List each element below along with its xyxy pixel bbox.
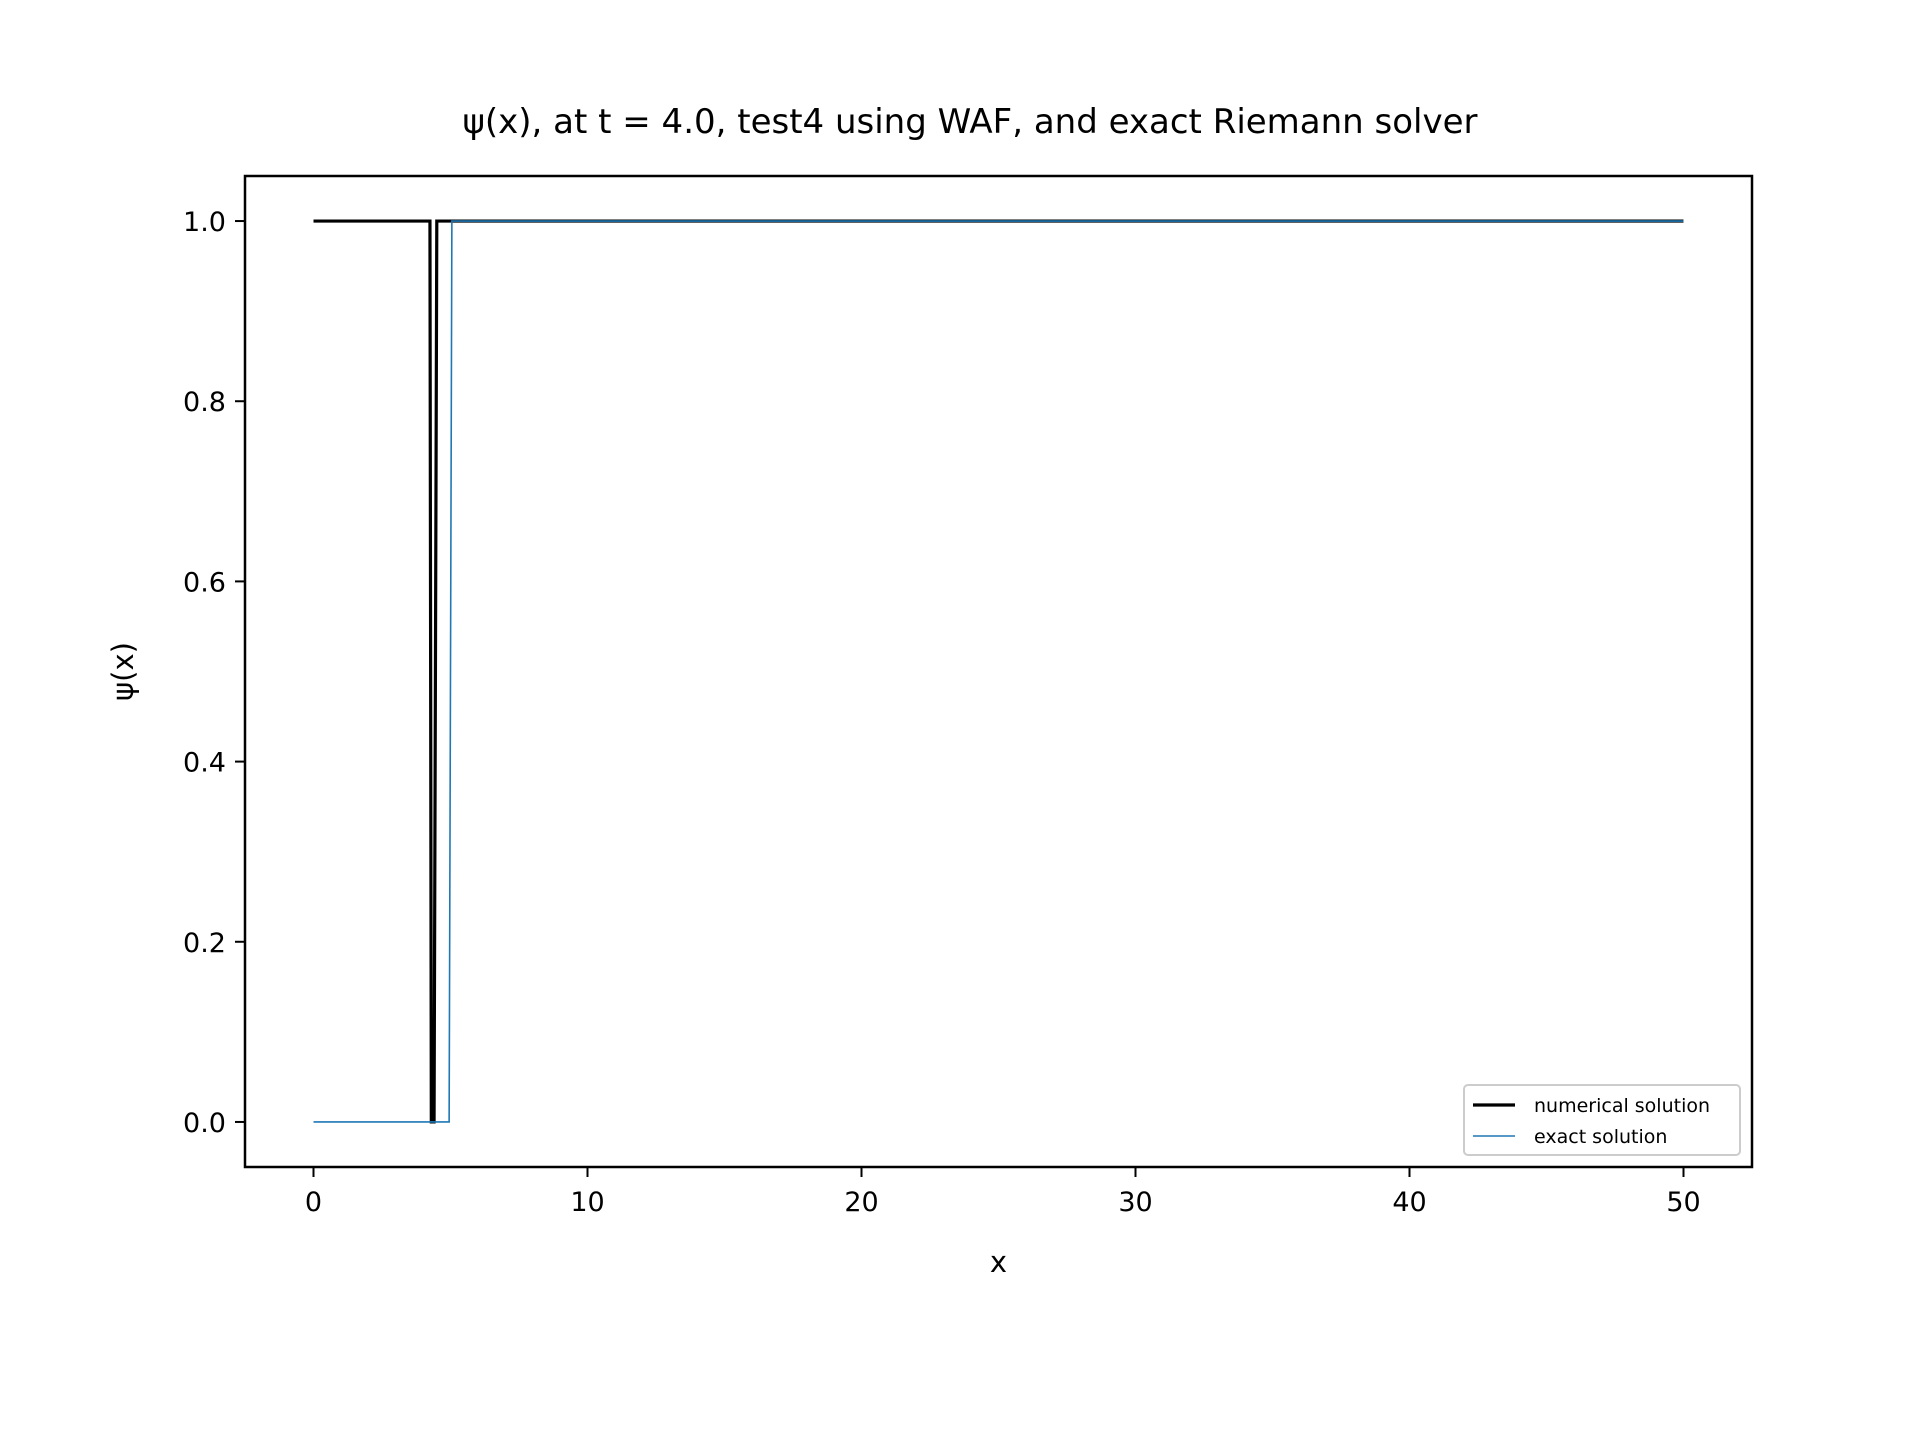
y-axis-label: ψ(x) <box>106 642 140 701</box>
x-tick-label: 30 <box>1118 1187 1152 1218</box>
y-tick-label: 0.6 <box>183 567 226 598</box>
x-axis-label: x <box>990 1245 1007 1279</box>
x-tick-label: 20 <box>844 1187 878 1218</box>
series-layer <box>313 219 1684 1124</box>
x-tick-label: 0 <box>305 1187 322 1218</box>
y-tick-label: 0.0 <box>183 1108 226 1139</box>
legend-label: numerical solution <box>1534 1095 1710 1117</box>
y-tick-label: 0.4 <box>183 748 226 779</box>
y-tick-label: 1.0 <box>183 207 226 238</box>
ticks-layer: 0 10 20 30 40 50 0.0 0.2 0.4 0.6 0.8 1.0 <box>183 207 1701 1218</box>
x-tick-label: 10 <box>570 1187 604 1218</box>
chart-title: ψ(x), at t = 4.0, test4 using WAF, and e… <box>462 102 1477 142</box>
x-tick-label: 40 <box>1392 1187 1426 1218</box>
x-tick-label: 50 <box>1666 1187 1700 1218</box>
y-tick-label: 0.2 <box>183 928 226 959</box>
series-line-exact <box>313 220 1684 1123</box>
legend-box <box>1463 1084 1741 1156</box>
y-tick-label: 0.8 <box>183 387 226 418</box>
legend-label: exact solution <box>1534 1126 1667 1148</box>
axes-frame <box>243 174 1754 1169</box>
legend: numerical solution exact solution <box>1463 1084 1741 1156</box>
